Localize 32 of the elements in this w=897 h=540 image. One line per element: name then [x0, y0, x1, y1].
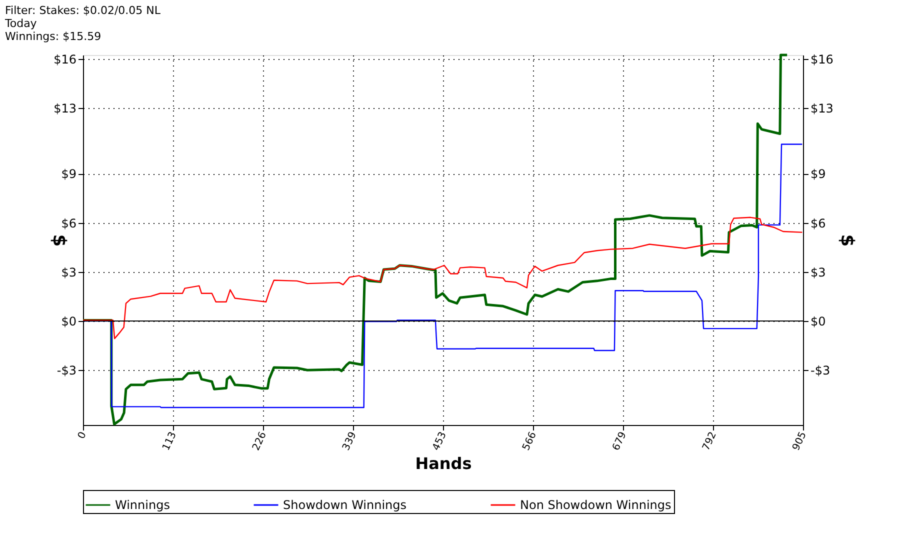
y2-tick-label: $13: [810, 102, 834, 116]
legend-label: Showdown Winnings: [283, 498, 407, 512]
x-tick-label: 113: [160, 430, 179, 452]
y2-axis-title: $: [836, 234, 858, 247]
y-axis-title: $: [48, 234, 70, 247]
y2-tick-label: $3: [810, 265, 826, 280]
x-tick-label: 226: [250, 430, 269, 452]
x-tick-label: 679: [610, 430, 629, 452]
x-tick-label: 792: [700, 430, 719, 452]
y-tick-label: $13: [54, 102, 76, 116]
y-tick-label: $6: [61, 216, 76, 230]
text: Filter: Stakes: $0.02/0.05 NL: [5, 4, 162, 17]
y2-tick-label: $16: [810, 52, 834, 67]
x-tick-label: 0: [76, 430, 89, 441]
x-axis-title: Hands: [415, 454, 472, 473]
y2-tick-label: $0: [810, 314, 826, 329]
legend-label: Non Showdown Winnings: [520, 498, 672, 512]
y-tick-label: $3: [61, 265, 76, 280]
x-tick-label: 453: [430, 430, 449, 452]
text: Winnings: $15.59: [5, 30, 102, 43]
legend-label: Winnings: [115, 498, 170, 512]
y2-tick-label: $6: [810, 216, 826, 230]
y-tick-label: $16: [54, 52, 76, 67]
y2-tick-label: $9: [810, 167, 826, 182]
y-tick-label: -$3: [56, 364, 76, 378]
y-tick-label: $0: [61, 314, 76, 329]
y-tick-label: $9: [61, 167, 76, 182]
x-tick-label: 566: [520, 430, 539, 452]
text: Today: [4, 17, 38, 30]
x-tick-label: 905: [790, 430, 809, 452]
x-tick-label: 339: [340, 430, 359, 452]
y2-tick-label: -$3: [810, 364, 830, 378]
